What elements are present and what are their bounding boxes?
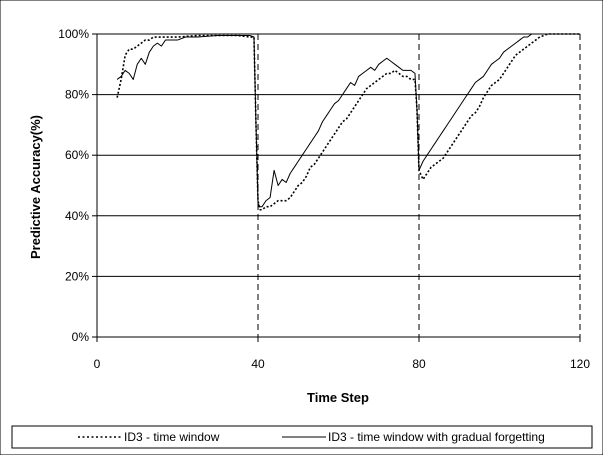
x-axis-title: Time Step [307,390,369,405]
y-tick-label-1: 20% [65,269,89,283]
y-tick-label-3: 60% [65,148,89,162]
y-tick-label-2: 40% [65,209,89,223]
axis-layer [92,33,581,342]
y-tick-label-4: 80% [65,88,89,102]
series-line-1 [116,33,580,208]
series-line-0 [116,33,580,211]
series-layer [116,33,580,211]
legend-label-gradual-forgetting: ID3 - time window with gradual forgettin… [328,430,545,444]
x-tick-label-1: 40 [251,357,265,371]
legend-label-time-window: ID3 - time window [124,430,220,444]
x-tick-label-0: 0 [94,357,101,371]
x-tick-label-2: 80 [412,357,426,371]
y-tick-label-5: 100% [58,27,89,41]
x-tick-label-3: 120 [570,357,590,371]
y-axis-title: Predictive Accuracy(%) [28,115,43,259]
tick-labels: 0% 20% 40% 60% 80% 100% 0 40 80 120 [58,27,590,371]
grid-layer [97,33,580,277]
legend: ID3 - time window ID3 - time window with… [11,425,593,449]
y-tick-label-0: 0% [72,330,90,344]
